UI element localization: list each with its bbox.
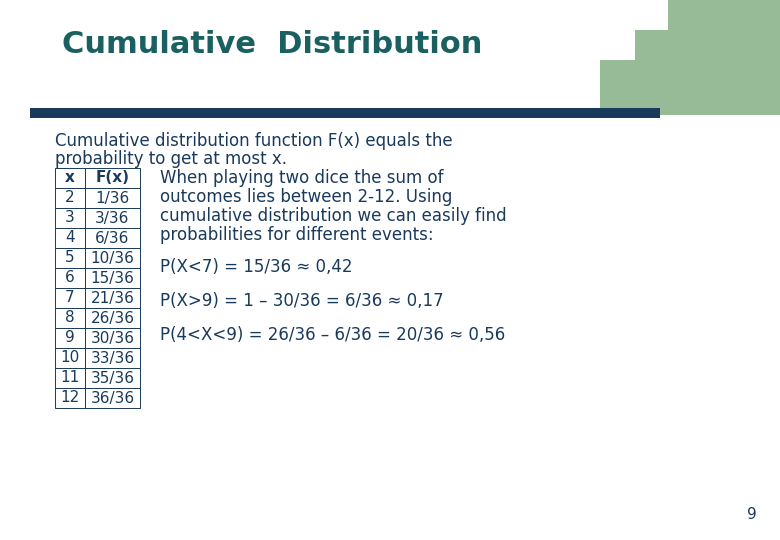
Text: outcomes lies between 2-12. Using: outcomes lies between 2-12. Using [160,188,452,206]
Bar [635,30,710,115]
Text: 26/36: 26/36 [90,310,134,326]
Bar [55,228,85,248]
Text: P(X>9) = 1 – 30/36 = 6/36 ≈ 0,17: P(X>9) = 1 – 30/36 = 6/36 ≈ 0,17 [160,292,444,310]
Text: 2: 2 [66,191,75,206]
Text: probabilities for different events:: probabilities for different events: [160,226,434,244]
Bar [85,248,140,268]
Bar [55,188,85,208]
Text: x: x [65,171,75,186]
Text: 30/36: 30/36 [90,330,134,346]
Text: cumulative distribution we can easily find: cumulative distribution we can easily fi… [160,207,507,225]
Text: 6/36: 6/36 [95,231,129,246]
Text: 12: 12 [60,390,80,406]
Bar [85,308,140,328]
Bar [85,348,140,368]
Bar [85,388,140,408]
Text: 21/36: 21/36 [90,291,134,306]
Bar [55,268,85,288]
Bar [85,268,140,288]
Bar [55,248,85,268]
Bar [55,388,85,408]
Bar [55,368,85,388]
Bar [55,288,85,308]
Bar [85,328,140,348]
Text: P(X<7) = 15/36 ≈ 0,42: P(X<7) = 15/36 ≈ 0,42 [160,258,353,276]
Text: 5: 5 [66,251,75,266]
Text: Cumulative distribution function F(x) equals the: Cumulative distribution function F(x) eq… [55,132,452,150]
Bar [85,228,140,248]
Text: F(x): F(x) [95,171,129,186]
Text: 7: 7 [66,291,75,306]
Text: 9: 9 [65,330,75,346]
Text: 35/36: 35/36 [90,370,134,386]
Bar [85,188,140,208]
Text: 3/36: 3/36 [95,211,129,226]
Text: 36/36: 36/36 [90,390,135,406]
Text: When playing two dice the sum of: When playing two dice the sum of [160,169,444,187]
Text: 15/36: 15/36 [90,271,134,286]
Text: 11: 11 [60,370,80,386]
Bar [85,208,140,228]
Bar [55,308,85,328]
Bar [55,328,85,348]
Text: 10/36: 10/36 [90,251,134,266]
Bar [55,168,85,188]
Text: probability to get at most x.: probability to get at most x. [55,150,287,168]
Bar [85,288,140,308]
Text: 4: 4 [66,231,75,246]
Bar [30,108,660,118]
Bar [600,60,675,115]
Bar [85,168,140,188]
Text: 10: 10 [60,350,80,366]
Bar [668,0,780,115]
Text: 8: 8 [66,310,75,326]
Text: 6: 6 [65,271,75,286]
Bar [55,208,85,228]
Bar [85,368,140,388]
Text: 9: 9 [747,507,757,522]
Text: 33/36: 33/36 [90,350,135,366]
Text: P(4<X<9) = 26/36 – 6/36 = 20/36 ≈ 0,56: P(4<X<9) = 26/36 – 6/36 = 20/36 ≈ 0,56 [160,326,505,344]
Text: 1/36: 1/36 [95,191,129,206]
Text: 3: 3 [65,211,75,226]
Text: Cumulative  Distribution: Cumulative Distribution [62,30,482,59]
Bar [55,348,85,368]
